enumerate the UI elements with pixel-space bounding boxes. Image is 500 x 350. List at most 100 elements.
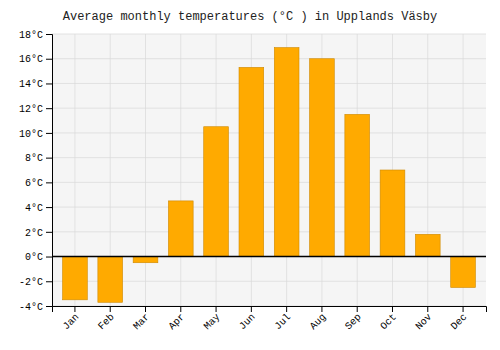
y-tick-mark xyxy=(46,158,52,159)
y-tick-mark xyxy=(46,182,52,183)
y-grid-line xyxy=(52,34,486,35)
y-grid-line xyxy=(52,207,486,208)
x-tick-mark xyxy=(180,306,181,312)
y-grid-line xyxy=(52,182,486,183)
x-tick-mark xyxy=(74,306,75,312)
x-tick-label: May xyxy=(202,312,223,333)
y-grid-line xyxy=(52,58,486,59)
x-tick-label: Jan xyxy=(61,312,82,333)
x-tick: Sep xyxy=(343,306,364,332)
x-tick-mark xyxy=(216,306,217,312)
plot: Jan Feb Mar Apr May Jun Jul Aug Sep Oct Nov Dec -4°C… xyxy=(19,30,487,332)
y-tick-mark xyxy=(46,281,52,282)
x-tick-label: Oct xyxy=(378,312,399,333)
y-tick: -2°C xyxy=(19,277,52,288)
zero-line xyxy=(52,256,486,258)
x-tick: Apr xyxy=(167,306,188,332)
y-tick-label: 10°C xyxy=(19,129,43,140)
y-tick: 2°C xyxy=(25,228,52,239)
bar xyxy=(274,48,299,257)
plot-background xyxy=(52,34,486,306)
y-tick: 0°C xyxy=(25,252,52,263)
x-tick: Mar xyxy=(131,306,152,332)
bar xyxy=(345,114,370,256)
bar xyxy=(239,67,264,256)
bar xyxy=(451,257,476,288)
y-grid-line xyxy=(52,231,486,232)
y-axis: -4°C -2°C 0°C 2°C 4°C 6°C 8°C 10°C 12°C 14°C 16°C 1… xyxy=(19,30,53,313)
x-tick: Jun xyxy=(237,306,258,332)
y-grid-line xyxy=(52,157,486,158)
x-tick-mark xyxy=(357,306,358,312)
y-tick-label: -2°C xyxy=(19,277,43,288)
y-tick-label: 2°C xyxy=(25,228,43,239)
x-tick-label: Sep xyxy=(343,312,364,333)
y-tick-mark xyxy=(46,232,52,233)
y-tick-label: 8°C xyxy=(25,153,43,164)
y-tick-mark xyxy=(46,83,52,84)
x-tick-mark xyxy=(427,306,428,312)
x-tick-label: Jun xyxy=(237,312,258,333)
y-tick-mark xyxy=(46,207,52,208)
y-tick-label: 16°C xyxy=(19,54,43,65)
y-tick: -4°C xyxy=(19,302,52,313)
x-tick-label: Dec xyxy=(449,312,470,333)
x-tick: Feb xyxy=(96,306,117,332)
y-tick-mark xyxy=(46,34,52,35)
bar xyxy=(168,201,193,257)
x-grid-line xyxy=(145,34,146,306)
x-grid-line xyxy=(180,34,181,306)
y-tick: 10°C xyxy=(19,129,52,140)
y-tick-label: 0°C xyxy=(25,252,43,263)
x-tick-label: Jul xyxy=(272,312,293,333)
bar xyxy=(380,170,405,257)
y-tick-mark xyxy=(46,108,52,109)
x-tick-mark xyxy=(463,306,464,312)
y-tick-mark xyxy=(46,59,52,60)
y-tick: 14°C xyxy=(19,79,52,90)
x-tick-mark xyxy=(286,306,287,312)
y-tick: 8°C xyxy=(25,153,52,164)
x-tick: Jan xyxy=(61,306,82,332)
y-grid-line xyxy=(52,132,486,133)
bar xyxy=(63,257,88,300)
y-axis-domain xyxy=(46,35,53,307)
bars xyxy=(52,48,486,303)
x-tick: Nov xyxy=(414,306,435,332)
y-tick-label: 14°C xyxy=(19,79,43,90)
x-axis-domain xyxy=(53,307,487,313)
x-tick-mark xyxy=(145,306,146,312)
y-tick-label: -4°C xyxy=(19,302,43,313)
x-tick-label: Mar xyxy=(131,312,152,333)
y-tick-label: 6°C xyxy=(25,178,43,189)
x-tick-mark xyxy=(392,306,393,312)
x-tick: Jul xyxy=(272,306,293,332)
chart-title: Average monthly temperatures (°C ) in Up… xyxy=(63,10,437,24)
x-grid-line xyxy=(427,34,428,306)
y-grid-line xyxy=(52,83,486,84)
grid xyxy=(52,34,486,306)
y-tick-label: 18°C xyxy=(19,30,43,41)
y-grid-line xyxy=(52,108,486,109)
y-tick: 12°C xyxy=(19,104,52,115)
chart-container: Average monthly temperatures (°C ) in Up… xyxy=(0,0,500,350)
x-tick: May xyxy=(202,306,223,332)
x-tick-mark xyxy=(110,306,111,312)
y-tick-mark xyxy=(46,257,52,258)
x-tick-mark xyxy=(321,306,322,312)
bar xyxy=(415,234,440,256)
x-tick-label: Apr xyxy=(167,312,188,333)
bar xyxy=(133,257,158,263)
bar xyxy=(204,127,229,257)
y-tick-label: 12°C xyxy=(19,104,43,115)
y-tick: 4°C xyxy=(25,203,52,214)
chart-svg: Average monthly temperatures (°C ) in Up… xyxy=(0,0,500,350)
y-tick: 16°C xyxy=(19,54,52,65)
y-tick: 18°C xyxy=(19,30,52,41)
bar xyxy=(310,59,335,257)
y-tick-mark xyxy=(46,133,52,134)
x-tick: Aug xyxy=(308,306,329,332)
y-grid-line xyxy=(52,256,486,257)
x-tick-mark xyxy=(251,306,252,312)
x-tick-label: Feb xyxy=(96,312,117,333)
